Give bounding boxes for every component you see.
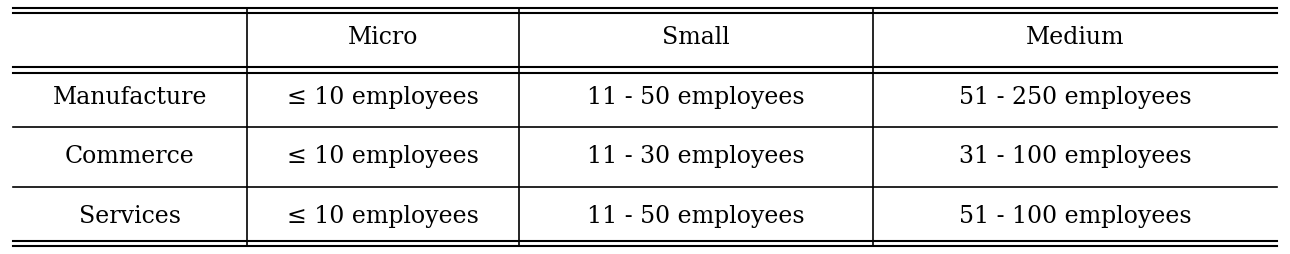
Text: 51 - 100 employees: 51 - 100 employees: [958, 205, 1191, 228]
Text: Services: Services: [79, 205, 181, 228]
Text: ≤ 10 employees: ≤ 10 employees: [286, 86, 479, 109]
Text: Manufacture: Manufacture: [53, 86, 208, 109]
Text: Small: Small: [662, 26, 729, 49]
Text: ≤ 10 employees: ≤ 10 employees: [286, 145, 479, 168]
Text: 11 - 50 employees: 11 - 50 employees: [587, 86, 805, 109]
Text: ≤ 10 employees: ≤ 10 employees: [286, 205, 479, 228]
Text: 11 - 50 employees: 11 - 50 employees: [587, 205, 805, 228]
Text: Commerce: Commerce: [64, 145, 195, 168]
Text: 51 - 250 employees: 51 - 250 employees: [958, 86, 1191, 109]
Text: Micro: Micro: [347, 26, 418, 49]
Text: 31 - 100 employees: 31 - 100 employees: [958, 145, 1191, 168]
Text: 11 - 30 employees: 11 - 30 employees: [587, 145, 805, 168]
Text: Medium: Medium: [1026, 26, 1124, 49]
